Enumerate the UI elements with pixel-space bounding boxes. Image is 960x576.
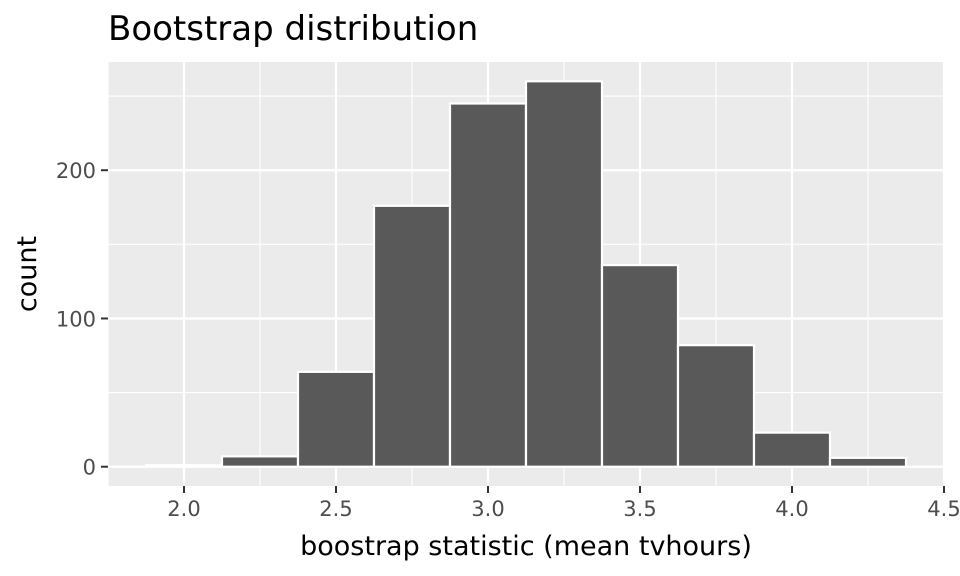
histogram-bar — [828, 456, 908, 468]
y-tick-label: 200 — [56, 159, 96, 183]
histogram-bar — [600, 264, 680, 468]
x-axis-title: boostrap statistic (mean tvhours) — [300, 531, 752, 562]
x-tick-label: 3.5 — [623, 497, 656, 521]
axes: 2.0 2.5 3.0 3.5 4.0 4.5 0 100 200 — [56, 159, 960, 521]
y-tick-label: 0 — [83, 456, 96, 480]
histogram-bars — [144, 80, 908, 468]
histogram-bar — [448, 102, 528, 468]
x-tick-label: 3.0 — [471, 497, 504, 521]
y-tick-label: 100 — [56, 307, 96, 331]
histogram-bar — [372, 204, 452, 468]
x-tick-label: 4.0 — [775, 497, 808, 521]
histogram-bar — [676, 344, 756, 468]
y-axis-title: count — [12, 236, 43, 312]
histogram-bar — [220, 455, 300, 468]
histogram-bar — [752, 431, 832, 468]
histogram-bar — [524, 80, 604, 468]
histogram-bar — [296, 370, 376, 468]
x-tick-label: 2.5 — [319, 497, 352, 521]
histogram-bar — [144, 464, 224, 468]
x-tick-label: 2.0 — [167, 497, 200, 521]
x-tick-label: 4.5 — [927, 497, 960, 521]
chart-title: Bootstrap distribution — [108, 9, 478, 49]
